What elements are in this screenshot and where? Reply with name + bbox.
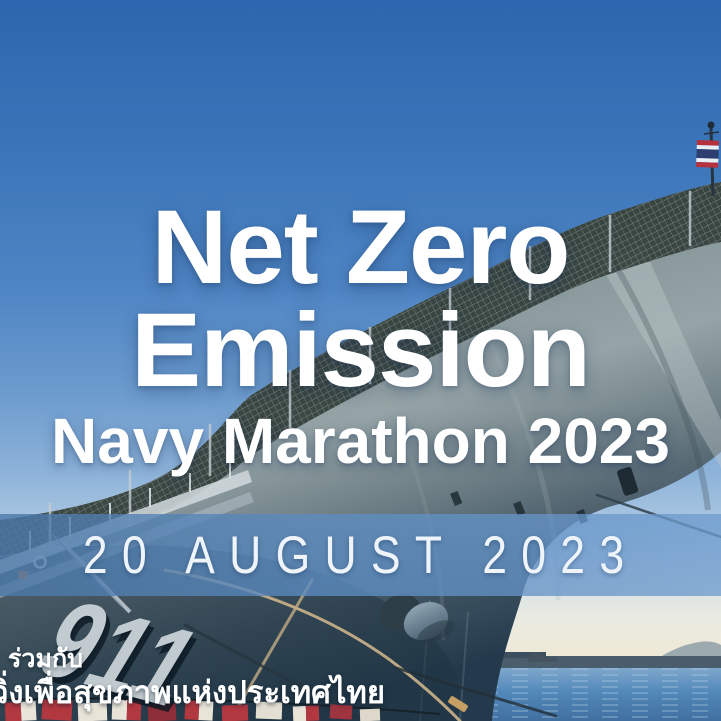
signal-flags <box>0 697 441 721</box>
credit-line-1: ร่วมกับ <box>8 644 83 673</box>
anchor-fairlead <box>379 593 455 644</box>
credit-line-2: วิ่งเพื่อสุขภาพแห่งประเทศไทย <box>0 675 386 711</box>
title-block: Net Zero Emission <box>0 189 721 409</box>
date-banner: 20 AUGUST 2023 <box>0 514 721 596</box>
jackstaff-flag <box>696 121 720 197</box>
rope-toggle <box>448 696 468 712</box>
hull-highlight <box>596 244 721 468</box>
title-line-1: Net Zero <box>151 189 571 306</box>
breakwater <box>470 652 721 670</box>
date-banner-text: 20 AUGUST 2023 <box>82 525 639 585</box>
subtitle: Navy Marathon 2023 <box>51 405 670 477</box>
title-line-2: Emission <box>131 292 591 409</box>
distant-ship <box>527 652 557 662</box>
hull-seam <box>605 250 711 511</box>
